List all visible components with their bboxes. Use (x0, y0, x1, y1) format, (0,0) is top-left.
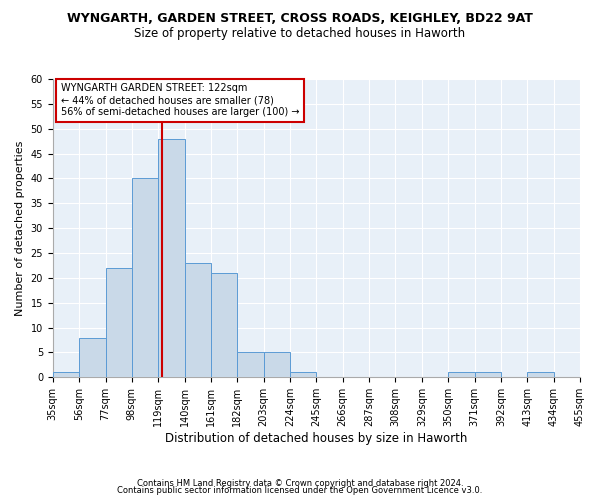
X-axis label: Distribution of detached houses by size in Haworth: Distribution of detached houses by size … (165, 432, 467, 445)
Text: WYNGARTH, GARDEN STREET, CROSS ROADS, KEIGHLEY, BD22 9AT: WYNGARTH, GARDEN STREET, CROSS ROADS, KE… (67, 12, 533, 26)
Bar (238, 352, 263, 378)
Bar (185, 263, 211, 378)
Bar (475, 372, 501, 378)
Bar (211, 273, 238, 378)
Bar (290, 372, 316, 378)
Text: WYNGARTH GARDEN STREET: 122sqm
← 44% of detached houses are smaller (78)
56% of : WYNGARTH GARDEN STREET: 122sqm ← 44% of … (61, 84, 299, 116)
Bar (79, 338, 106, 378)
Bar (448, 372, 475, 378)
Y-axis label: Number of detached properties: Number of detached properties (15, 140, 25, 316)
Bar (527, 372, 554, 378)
Bar (263, 352, 290, 378)
Text: Contains HM Land Registry data © Crown copyright and database right 2024.: Contains HM Land Registry data © Crown c… (137, 478, 463, 488)
Bar (106, 268, 132, 378)
Bar (158, 138, 185, 378)
Text: Size of property relative to detached houses in Haworth: Size of property relative to detached ho… (134, 28, 466, 40)
Bar (132, 178, 158, 378)
Bar (53, 372, 79, 378)
Text: Contains public sector information licensed under the Open Government Licence v3: Contains public sector information licen… (118, 486, 482, 495)
